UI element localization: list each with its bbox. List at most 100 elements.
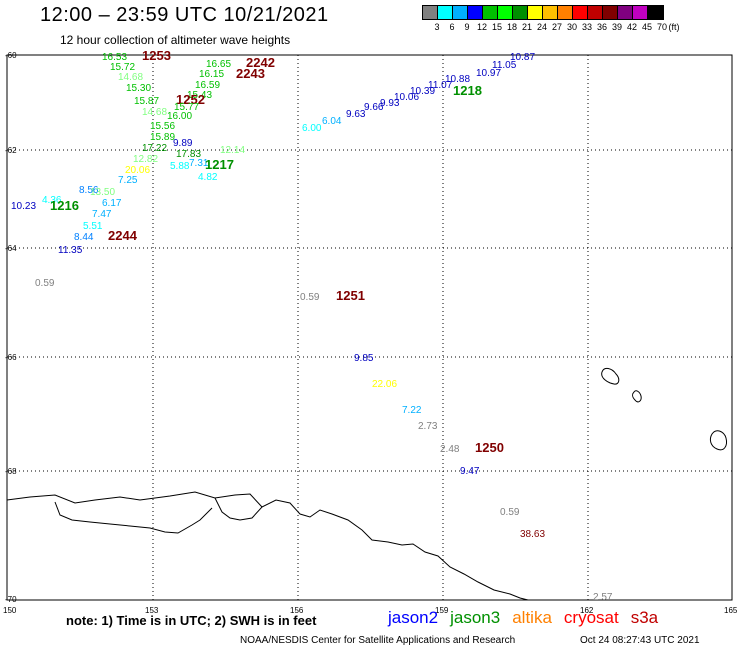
latitude-label: -60 (5, 51, 17, 60)
map-title: 12:00 – 23:59 UTC 10/21/2021 (40, 4, 329, 26)
wave-height-value: 9.85 (354, 353, 374, 364)
wave-height-value: 9.66 (364, 102, 384, 113)
wave-height-value: 13.50 (90, 187, 115, 198)
longitude-label: 165 (724, 606, 738, 615)
longitude-label: 153 (145, 606, 159, 615)
wave-height-value: 15.30 (126, 83, 151, 94)
wave-height-value: 9.89 (173, 138, 193, 149)
wave-height-value: 16.00 (167, 111, 192, 122)
wave-height-value: 16.15 (199, 69, 224, 80)
legend-swatch (618, 6, 633, 19)
legend-tick-label: 39 (611, 22, 623, 32)
legend-swatch (453, 6, 468, 19)
wave-height-value: 0.59 (300, 292, 320, 303)
legend-swatch (588, 6, 603, 19)
map-frame (6, 54, 733, 601)
wave-height-value: 2.73 (418, 421, 438, 432)
latitude-label: -66 (5, 353, 17, 362)
pass-time-label: 1251 (336, 288, 365, 303)
wave-height-value: 5.51 (83, 221, 103, 232)
wave-height-value: 6.04 (322, 116, 342, 127)
wave-height-value: 15.87 (134, 96, 159, 107)
legend-tick-label: 30 (566, 22, 578, 32)
wave-height-value: 9.93 (380, 98, 400, 109)
satellite-legend: jason2 jason3 altika cryosat s3a (388, 608, 670, 628)
wave-height-value: 22.06 (372, 379, 397, 390)
longitude-label: 156 (290, 606, 304, 615)
pass-time-label: 2244 (108, 228, 138, 243)
legend-swatch (513, 6, 528, 19)
wave-height-value: 11.05 (492, 60, 517, 71)
wave-height-value: 2.57 (593, 592, 613, 603)
wave-height-value: 15.43 (187, 90, 212, 101)
wave-height-value: 11.35 (58, 245, 83, 256)
legend-tick-label: 33 (581, 22, 593, 32)
satellite-name-s3a: s3a (630, 608, 659, 627)
wave-height-value: 4.82 (198, 172, 218, 183)
wave-height-value: 14.68 (142, 107, 167, 118)
pass-time-label: 1216 (50, 198, 79, 213)
legend-swatch (543, 6, 558, 19)
wave-height-value: 14.68 (118, 72, 143, 83)
wave-height-value: 11.07 (428, 80, 453, 91)
legend-tick-label: (ft) (668, 22, 680, 32)
legend-swatch (528, 6, 543, 19)
wave-height-value: 5.88 (170, 161, 190, 172)
wave-height-value: 16.65 (206, 59, 231, 70)
color-legend: 3 6 9 12 15 18 21 24 27 30 33 36 39 42 45 70 (ft) (422, 5, 680, 36)
legend-swatch (648, 6, 663, 19)
pass-time-label: 1253 (142, 48, 171, 63)
legend-swatch (498, 6, 513, 19)
latitude-label: -68 (5, 467, 17, 476)
legend-tick-label: 42 (626, 22, 638, 32)
wave-height-value: 8.56 (79, 185, 99, 196)
pass-time-label: 1252 (176, 92, 205, 107)
wave-height-value: 7.47 (92, 209, 112, 220)
wave-height-value: 16.53 (102, 52, 127, 63)
latitude-label: -64 (5, 244, 17, 253)
antarctic-coastline (6, 367, 727, 601)
wave-height-value: 20.06 (125, 165, 150, 176)
wave-height-value: 38.63 (520, 529, 545, 540)
legend-swatch (633, 6, 648, 19)
units-note: note: 1) Time is in UTC; 2) SWH is in fe… (66, 613, 317, 628)
footer-credit: NOAA/NESDIS Center for Satellite Applica… (240, 635, 516, 646)
wave-height-value: 15.56 (150, 121, 175, 132)
legend-tick-label: 12 (476, 22, 488, 32)
pass-time-label: 2243 (236, 66, 265, 81)
wave-height-value: 17.22 (142, 143, 167, 154)
wave-height-value: 8.44 (74, 232, 94, 243)
pass-time-label: 1250 (475, 440, 504, 455)
graticule (7, 55, 732, 600)
wave-height-value: 15.77 (174, 102, 199, 113)
wave-height-value: 10.97 (476, 68, 501, 79)
legend-swatch (573, 6, 588, 19)
pass-time-label: 1218 (453, 83, 482, 98)
wave-height-value: 12.82 (133, 154, 158, 165)
wave-height-value: 9.63 (346, 109, 366, 120)
legend-tick-label: 6 (449, 22, 455, 32)
legend-tick-label: 21 (521, 22, 533, 32)
satellite-name-cryosat: cryosat (563, 608, 619, 627)
wave-height-value: 10.39 (410, 86, 435, 97)
legend-ticks: 3 6 9 12 15 18 21 24 27 30 33 36 39 42 45 70 (ft) (422, 22, 679, 36)
wave-height-value: 10.88 (445, 74, 470, 85)
legend-tick-label: 27 (551, 22, 563, 32)
wave-height-value: 4.36 (42, 195, 62, 206)
legend-tick-label: 3 (434, 22, 440, 32)
legend-swatch (483, 6, 498, 19)
legend-swatches (422, 5, 664, 20)
satellite-name-jason3: jason3 (450, 608, 501, 627)
longitude-label: 150 (3, 606, 17, 615)
legend-swatch (423, 6, 438, 19)
legend-tick-label: 36 (596, 22, 608, 32)
wave-height-value: 17.83 (176, 149, 201, 160)
pass-time-label: 1217 (205, 157, 234, 172)
wave-height-labels: 16.53 125315.7214.6815.3015.8714.6815.561… (11, 48, 613, 603)
latitude-label: -70 (5, 595, 17, 604)
legend-tick-label: 9 (464, 22, 470, 32)
longitude-label: 162 (580, 606, 594, 615)
legend-tick-label: 18 (506, 22, 518, 32)
legend-swatch (603, 6, 618, 19)
